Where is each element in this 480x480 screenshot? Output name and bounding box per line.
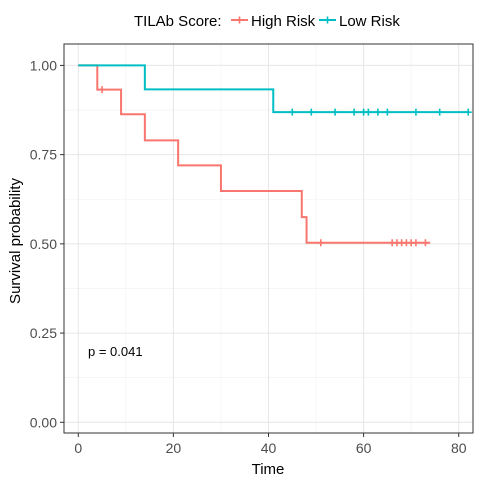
low-risk-censor-mark (364, 108, 372, 116)
x-tick-label: 40 (261, 440, 277, 456)
low-risk-censor-mark (383, 108, 391, 116)
low-risk-curve (78, 64, 469, 114)
high-risk-censor-mark (317, 239, 325, 247)
low-risk-censor-mark (331, 108, 339, 116)
high-risk-censor-mark (98, 86, 106, 94)
low-risk-censor-mark (350, 108, 358, 116)
low-risk-censor-mark (464, 108, 472, 116)
y-tick-label: 0.50 (30, 236, 57, 252)
low-risk-censor-mark (374, 108, 382, 116)
legend-censor-key (236, 16, 243, 24)
y-axis: 0.00 0.25 0.50 0.75 1.00 (30, 57, 64, 430)
y-axis-title: Survival probability (7, 178, 24, 304)
high-risk-censor-mark (412, 239, 420, 247)
legend-item-high-risk: High Risk (231, 13, 316, 30)
x-axis: 0 20 40 60 80 (74, 433, 467, 456)
legend: TILAb Score: High Risk Low Risk (134, 13, 400, 30)
p-value-annotation: p = 0.041 (88, 344, 143, 359)
low-risk-censor-mark (436, 108, 444, 116)
legend-item-low-risk: Low Risk (319, 13, 400, 30)
y-tick-label: 1.00 (30, 57, 57, 73)
y-tick-label: 0.00 (30, 414, 57, 430)
survival-curves (78, 64, 469, 244)
low-risk-censor-mark (412, 108, 420, 116)
y-tick-label: 0.75 (30, 147, 57, 163)
x-tick-label: 60 (356, 440, 372, 456)
low-risk-censor-mark (307, 108, 315, 116)
grid-lines (64, 44, 473, 433)
low-risk-censor-mark (288, 108, 296, 116)
x-tick-label: 20 (166, 440, 182, 456)
high-risk-curve (78, 64, 431, 244)
legend-items: High Risk Low Risk (231, 13, 400, 30)
y-tick-label: 0.25 (30, 325, 57, 341)
x-axis-title: Time (252, 461, 285, 478)
censor-marks (98, 86, 472, 247)
legend-title: TILAb Score: (134, 13, 222, 30)
x-tick-label: 0 (74, 440, 82, 456)
plot-panel (63, 43, 474, 434)
legend-censor-key (324, 16, 331, 24)
x-tick-label: 80 (451, 440, 467, 456)
legend-label-low-risk: Low Risk (339, 13, 400, 30)
legend-label-high-risk: High Risk (251, 13, 316, 30)
high-risk-censor-mark (421, 239, 429, 247)
